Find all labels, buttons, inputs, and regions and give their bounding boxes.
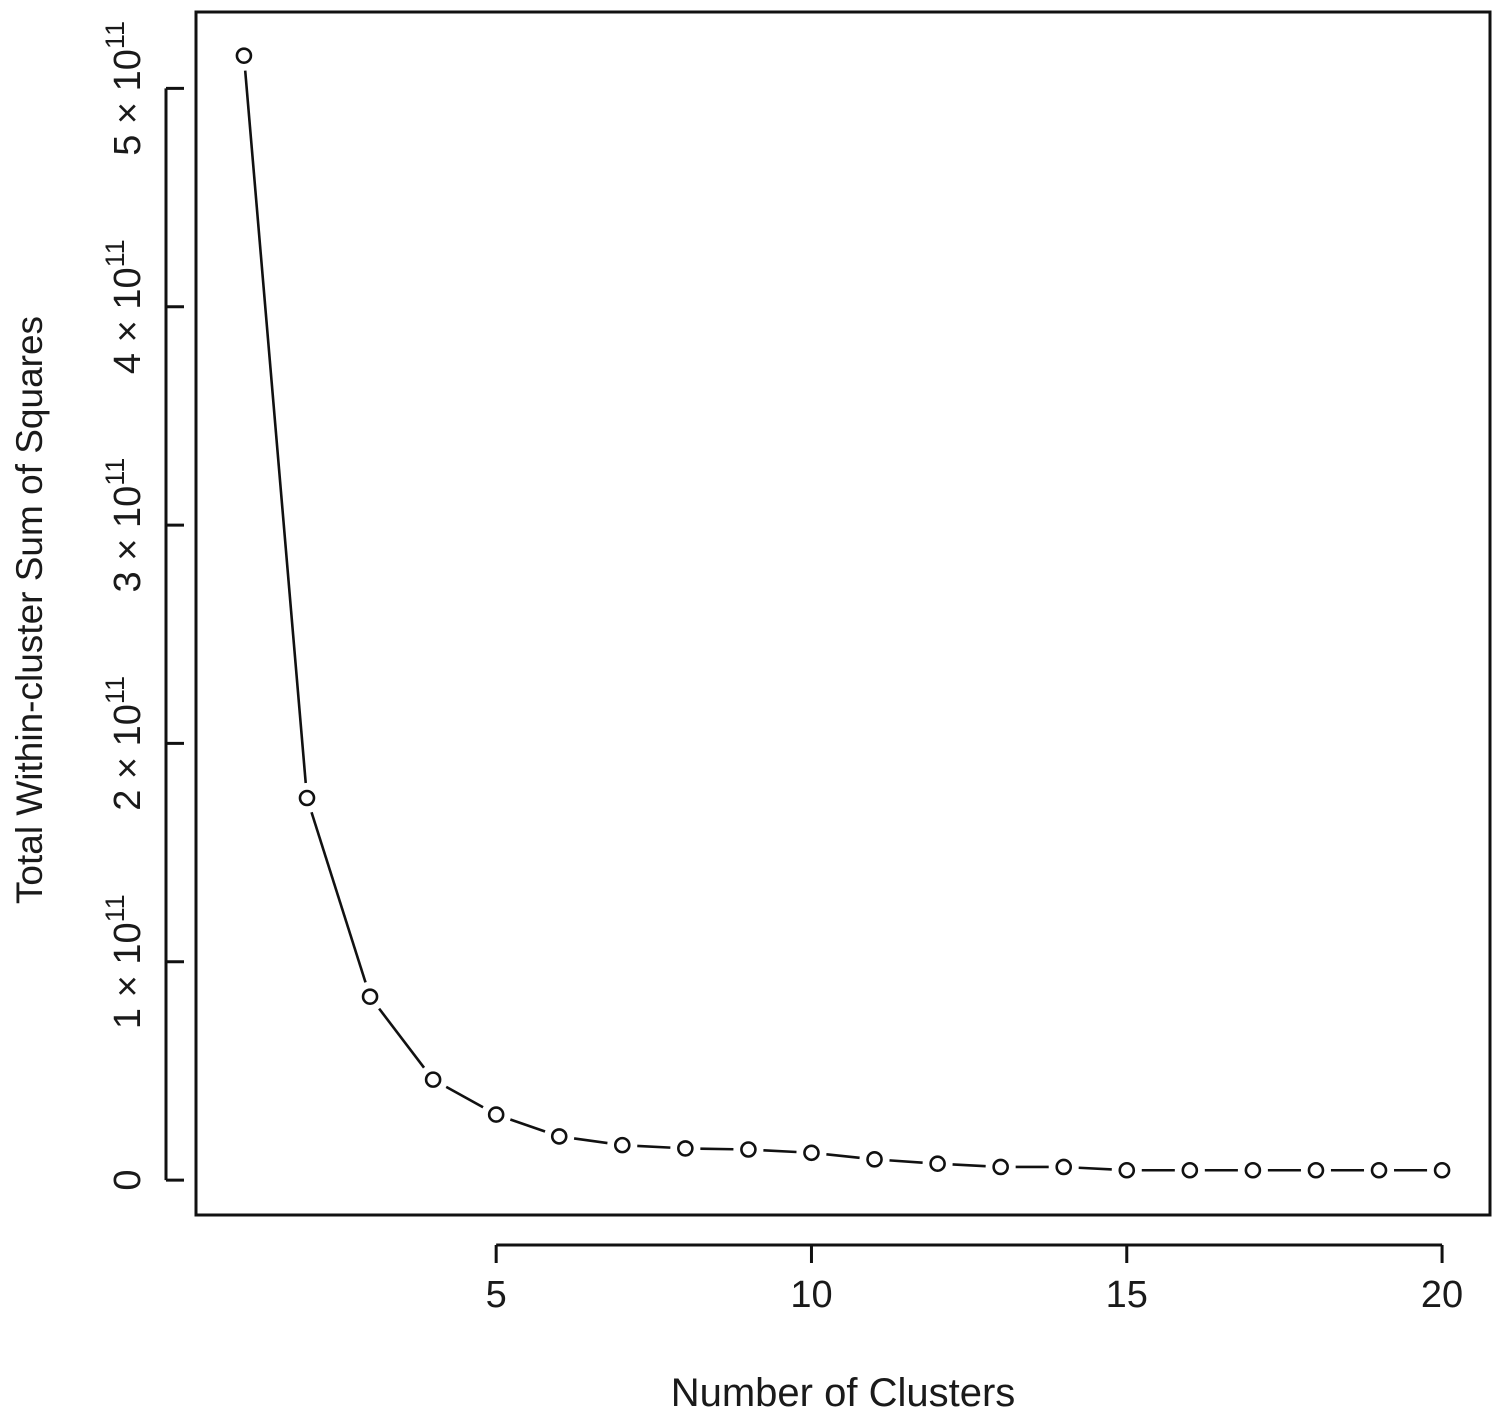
series-line — [243, 70, 1428, 1172]
x-tick-label: 15 — [1106, 1274, 1148, 1316]
y-tick-label: 1 × 1011 — [100, 894, 149, 1029]
y-tick-label: 0 — [107, 1169, 149, 1190]
y-tick-label: 4 × 1011 — [100, 239, 149, 374]
series-points — [235, 47, 1451, 1179]
y-tick-label: 2 × 1011 — [100, 676, 149, 811]
data-point — [992, 1158, 1009, 1176]
series-segment — [243, 70, 308, 784]
series-segment — [763, 1148, 797, 1154]
x-tick-label: 20 — [1421, 1274, 1463, 1316]
series-segment — [310, 811, 367, 983]
x-axis-label: Number of Clusters — [671, 1371, 1016, 1415]
data-point — [1433, 1161, 1451, 1179]
data-point — [1181, 1161, 1199, 1179]
y-tick-label: 3 × 1011 — [100, 458, 149, 593]
x-tick-label: 5 — [486, 1274, 507, 1316]
data-point — [550, 1128, 568, 1145]
data-point — [1244, 1161, 1262, 1179]
data-point — [866, 1151, 883, 1168]
data-point — [613, 1136, 631, 1154]
data-point — [677, 1140, 694, 1157]
data-point — [487, 1106, 505, 1123]
data-point — [1055, 1158, 1073, 1176]
y-axis-label: Total Within-cluster Sum of Squares — [9, 316, 50, 904]
data-point — [1307, 1161, 1325, 1179]
series-segment — [889, 1159, 923, 1164]
series-segment — [573, 1137, 608, 1145]
series-segment — [637, 1144, 671, 1149]
series-segment — [1078, 1166, 1112, 1171]
series-segment — [509, 1118, 546, 1133]
y-tick-label: 5 × 1011 — [100, 21, 149, 156]
y-axis: 0 1 × 1011 2 × 1011 3 × 1011 4 × 1011 5 × 101… — [100, 21, 184, 1191]
data-point — [298, 789, 316, 807]
plot-frame — [194, 10, 1492, 1217]
data-point — [361, 988, 379, 1005]
x-axis: 5 10 15 20 — [486, 1243, 1463, 1316]
data-point — [235, 47, 253, 64]
data-point — [1370, 1161, 1388, 1179]
data-point — [424, 1071, 442, 1088]
series-segment — [952, 1163, 986, 1168]
series-segment — [826, 1153, 860, 1160]
series-segment — [445, 1085, 484, 1109]
data-point — [803, 1144, 820, 1162]
series-segment — [378, 1007, 426, 1069]
data-point — [1118, 1161, 1136, 1179]
x-tick-label: 10 — [790, 1274, 832, 1316]
data-point — [740, 1141, 757, 1158]
series-segment — [700, 1147, 734, 1151]
data-point — [929, 1155, 946, 1172]
